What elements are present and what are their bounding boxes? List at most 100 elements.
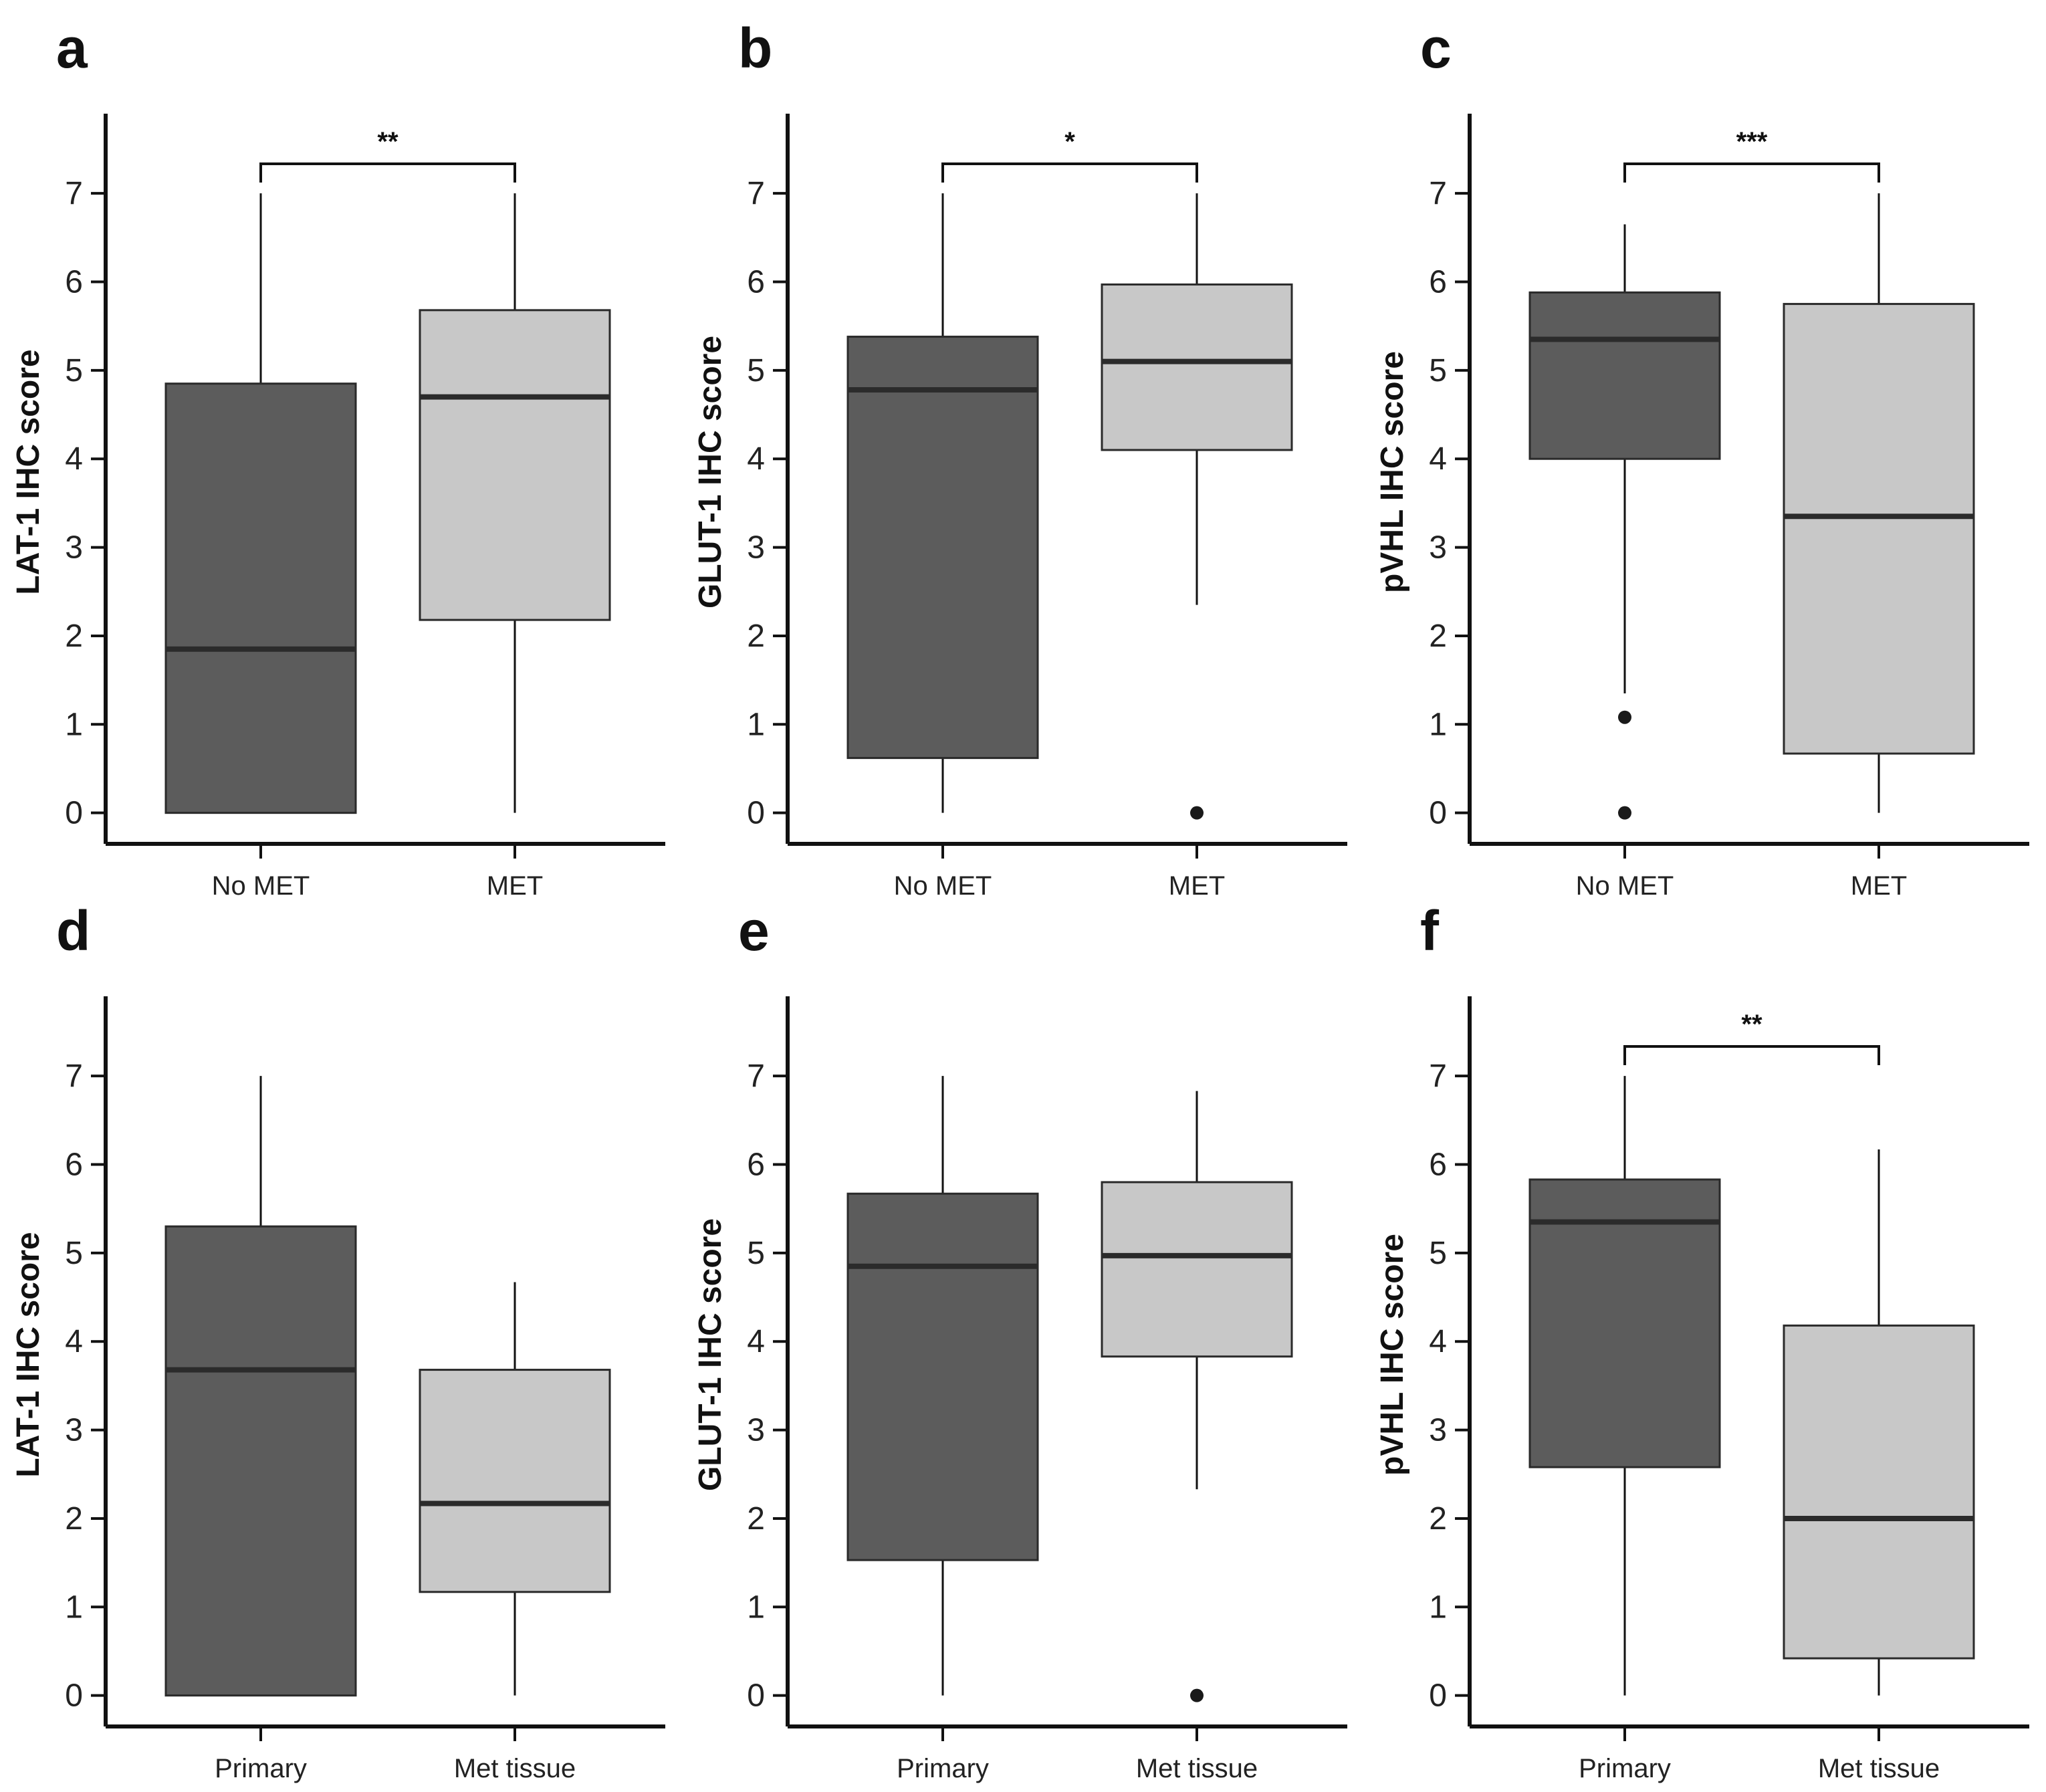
y-axis-label: GLUT-1 IHC score (693, 336, 728, 608)
panel-letter: b (738, 17, 773, 80)
panel-b: b 0 1 2 3 4 5 6 7 GLUT-1 IHC score No MET MET * (682, 0, 1364, 901)
box-iqr (846, 1192, 1039, 1561)
y-tick-label: 3 (747, 530, 765, 566)
y-tick-label: 6 (747, 264, 765, 300)
y-tick-label: 3 (1429, 1413, 1447, 1448)
x-tick-label: Met tissue (454, 1754, 576, 1783)
y-tick-label: 7 (1429, 1058, 1447, 1094)
box-iqr (1783, 1324, 1975, 1660)
outlier-point (1618, 806, 1631, 820)
y-tick-label: 5 (747, 1236, 765, 1271)
y-tick-label: 4 (1429, 1324, 1447, 1359)
box-iqr (1528, 1178, 1721, 1468)
panel-d: d 0 1 2 3 4 5 6 7 LAT-1 IHC score Primary Met tiss… (0, 883, 682, 1783)
panel-f: f 0 1 2 3 4 5 6 7 pVHL IHC score Primary Met tissu… (1364, 883, 2046, 1783)
y-tick-label: 1 (1429, 1589, 1447, 1625)
y-tick-label: 0 (1429, 1678, 1447, 1714)
significance-stars: ** (1741, 1010, 1763, 1039)
x-tick-label: Primary (215, 1754, 307, 1783)
panel-e: e 0 1 2 3 4 5 6 7 GLUT-1 IHC score Primary Met tis… (682, 883, 1364, 1783)
y-tick-label: 1 (65, 1589, 83, 1625)
box-plot: 0 1 2 3 4 5 6 7 LAT-1 IHC score No MET MET ** (11, 114, 665, 901)
y-axis-label: pVHL IHC score (1375, 1234, 1410, 1476)
y-tick-label: 6 (1429, 1147, 1447, 1182)
y-tick-label: 0 (1429, 796, 1447, 831)
y-tick-label: 3 (1429, 530, 1447, 566)
box-iqr (1101, 1181, 1293, 1358)
y-tick-label: 2 (747, 1501, 765, 1537)
y-tick-label: 3 (65, 1413, 83, 1448)
y-tick-label: 3 (747, 1413, 765, 1448)
y-tick-label: 7 (65, 176, 83, 211)
y-tick-label: 4 (65, 441, 83, 477)
y-tick-label: 4 (747, 441, 765, 477)
y-tick-label: 0 (65, 796, 83, 831)
y-axis-label: GLUT-1 IHC score (693, 1218, 728, 1491)
panel-letter: f (1420, 899, 1439, 962)
y-tick-label: 2 (747, 619, 765, 654)
panel-letter: c (1420, 17, 1452, 80)
significance-stars: *** (1736, 127, 1768, 156)
panel-letter: e (738, 899, 770, 962)
x-tick-label: MET (487, 871, 543, 901)
y-tick-label: 5 (65, 1236, 83, 1271)
panel-c: c 0 1 2 3 4 5 6 7 pVHL IHC score No MET MET *** (1364, 0, 2046, 901)
significance-bracket (259, 162, 516, 183)
y-tick-label: 5 (65, 353, 83, 388)
y-axis-label: pVHL IHC score (1375, 351, 1410, 593)
x-tick-label: Met tissue (1136, 1754, 1258, 1783)
y-tick-label: 0 (747, 1678, 765, 1714)
y-tick-label: 2 (1429, 1501, 1447, 1537)
y-tick-label: 4 (65, 1324, 83, 1359)
x-tick-label: Primary (897, 1754, 989, 1783)
y-tick-label: 2 (65, 619, 83, 654)
significance-bracket (1623, 162, 1880, 183)
panel-a: a 0 1 2 3 4 5 6 7 LAT-1 IHC score No MET MET ** (0, 0, 682, 901)
y-tick-label: 2 (65, 1501, 83, 1537)
panel-letter: d (56, 899, 91, 962)
y-tick-label: 7 (65, 1058, 83, 1094)
x-tick-label: No MET (894, 871, 992, 901)
box-iqr (164, 1225, 357, 1697)
y-tick-label: 6 (65, 264, 83, 300)
box-plot: 0 1 2 3 4 5 6 7 GLUT-1 IHC score Primary Met tissu… (693, 996, 1347, 1783)
y-tick-label: 1 (747, 707, 765, 742)
box-plot: 0 1 2 3 4 5 6 7 GLUT-1 IHC score No MET MET * (693, 114, 1347, 901)
x-tick-label: Met tissue (1818, 1754, 1940, 1783)
box-iqr (1528, 291, 1721, 460)
y-tick-label: 4 (747, 1324, 765, 1359)
y-tick-label: 0 (65, 1678, 83, 1714)
significance-bracket (941, 162, 1198, 183)
box-iqr (419, 1369, 611, 1593)
y-tick-label: 6 (1429, 264, 1447, 300)
x-tick-label: MET (1169, 871, 1225, 901)
y-tick-label: 4 (1429, 441, 1447, 477)
significance-bracket (1623, 1045, 1880, 1065)
x-tick-label: No MET (1576, 871, 1674, 901)
box-iqr (419, 309, 611, 621)
y-tick-label: 7 (747, 1058, 765, 1094)
y-tick-label: 6 (747, 1147, 765, 1182)
y-tick-label: 7 (1429, 176, 1447, 211)
x-tick-label: No MET (212, 871, 310, 901)
y-tick-label: 5 (1429, 353, 1447, 388)
x-tick-label: Primary (1579, 1754, 1671, 1783)
y-tick-label: 2 (1429, 619, 1447, 654)
y-tick-label: 1 (747, 1589, 765, 1625)
box-iqr (1783, 303, 1975, 755)
box-iqr (846, 336, 1039, 760)
y-tick-label: 1 (1429, 707, 1447, 742)
box-iqr (1101, 283, 1293, 451)
y-tick-label: 5 (1429, 1236, 1447, 1271)
outlier-point (1618, 710, 1631, 724)
significance-stars: * (1064, 127, 1075, 156)
y-tick-label: 0 (747, 796, 765, 831)
y-tick-label: 6 (65, 1147, 83, 1182)
box-plot: 0 1 2 3 4 5 6 7 pVHL IHC score Primary Met tissue *… (1375, 996, 2029, 1783)
box-iqr (164, 382, 357, 814)
y-tick-label: 3 (65, 530, 83, 566)
y-tick-label: 5 (747, 353, 765, 388)
box-plot: 0 1 2 3 4 5 6 7 LAT-1 IHC score Primary Met tissue (11, 996, 665, 1783)
panel-letter: a (56, 17, 88, 80)
